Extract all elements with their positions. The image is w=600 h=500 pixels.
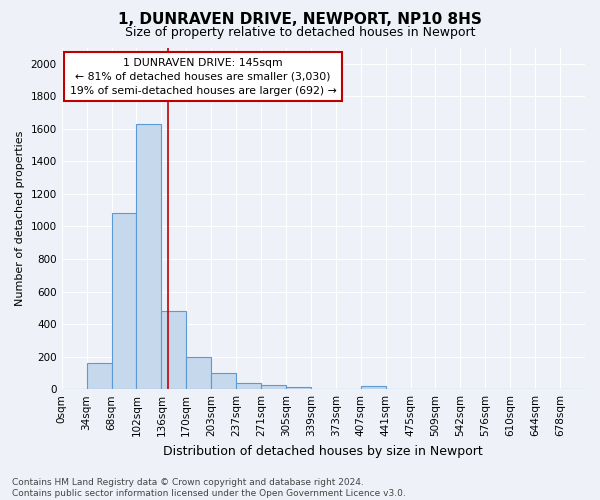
X-axis label: Distribution of detached houses by size in Newport: Distribution of detached houses by size …	[163, 444, 483, 458]
Bar	[161, 311, 186, 389]
Text: 1, DUNRAVEN DRIVE, NEWPORT, NP10 8HS: 1, DUNRAVEN DRIVE, NEWPORT, NP10 8HS	[118, 12, 482, 28]
Bar	[261, 385, 286, 389]
Bar	[211, 373, 236, 389]
Bar	[236, 383, 261, 389]
Bar	[86, 363, 112, 389]
Bar	[136, 124, 161, 389]
Bar	[286, 386, 311, 389]
Text: Contains HM Land Registry data © Crown copyright and database right 2024.
Contai: Contains HM Land Registry data © Crown c…	[12, 478, 406, 498]
Bar	[186, 356, 211, 389]
Text: Size of property relative to detached houses in Newport: Size of property relative to detached ho…	[125, 26, 475, 39]
Text: 1 DUNRAVEN DRIVE: 145sqm
← 81% of detached houses are smaller (3,030)
19% of sem: 1 DUNRAVEN DRIVE: 145sqm ← 81% of detach…	[70, 58, 337, 96]
Y-axis label: Number of detached properties: Number of detached properties	[15, 130, 25, 306]
Bar	[112, 214, 136, 389]
Bar	[361, 386, 386, 389]
